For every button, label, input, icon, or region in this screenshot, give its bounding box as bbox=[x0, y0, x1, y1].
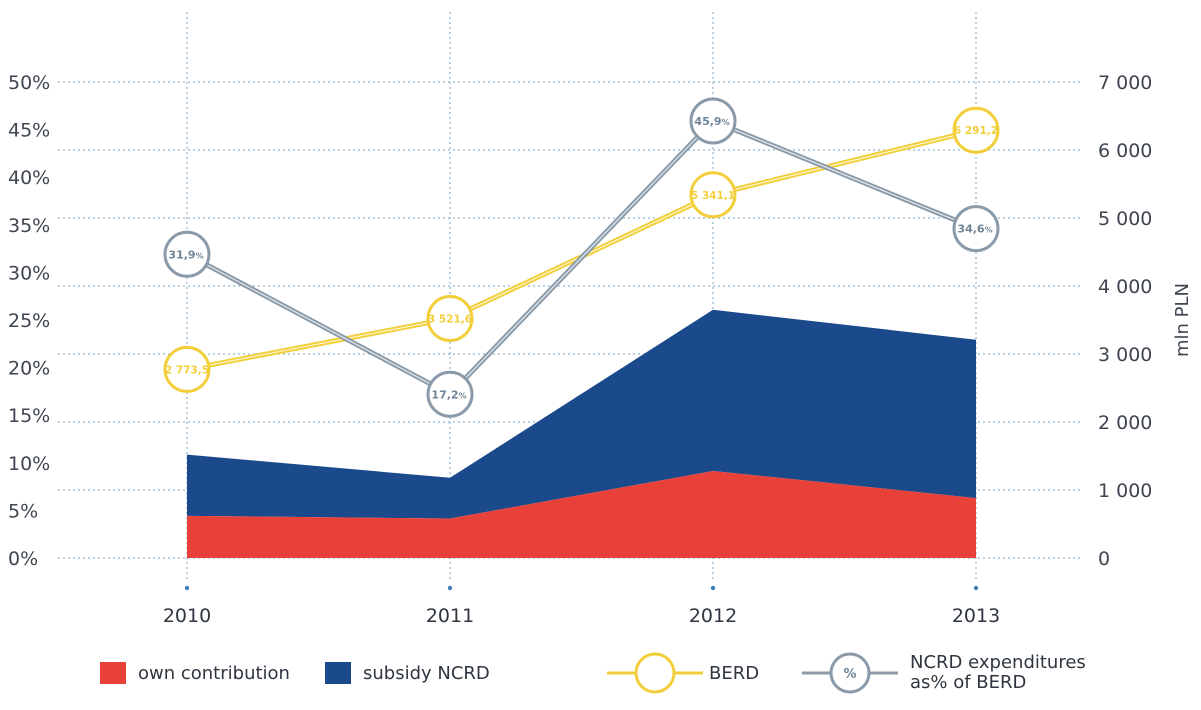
right-axis-tick-label: 1 000 bbox=[1098, 480, 1152, 502]
ncrd-percent-value-label-2013: 34,6% bbox=[957, 223, 992, 236]
legend-percent-symbol: % bbox=[843, 667, 856, 682]
left-axis-tick-label: 5% bbox=[8, 500, 38, 522]
left-axis-tick-label: 30% bbox=[8, 262, 50, 284]
right-axis-tick-label: 5 000 bbox=[1098, 208, 1152, 230]
legend-label-ncrd-line1: NCRD expenditures bbox=[910, 652, 1086, 673]
right-axis-tick-label: 3 000 bbox=[1098, 344, 1152, 366]
berd-value-label-2013: 6 291,2 bbox=[954, 125, 998, 137]
right-axis-title: mln PLN bbox=[1172, 283, 1193, 357]
ncrd-percent-value-label-2011: 17,2% bbox=[431, 388, 466, 401]
berd-marker-2011 bbox=[426, 295, 474, 343]
left-axis-tick-label: 50% bbox=[8, 72, 50, 94]
left-axis-tick-label: 15% bbox=[8, 405, 50, 427]
x-tick-dot-2011 bbox=[447, 585, 453, 591]
x-tick-dot-2010 bbox=[184, 585, 190, 591]
legend-label-ncrd-line2: as% of BERD bbox=[910, 672, 1027, 693]
legend-label-ncrd-percent: NCRD expenditures as% of BERD bbox=[910, 653, 1086, 693]
ncrd-percent-marker-2012 bbox=[689, 97, 737, 145]
ncrd-percent-value-label-2010: 31,9% bbox=[168, 248, 203, 261]
chart-area: 2 773,5 3 521,6 5 341,1 6 291,2 31,9% 17,2% 45… bbox=[8, 12, 1193, 627]
legend-label-own-contribution: own contribution bbox=[138, 662, 290, 684]
berd-marker-2010 bbox=[163, 345, 211, 393]
own-contribution-area bbox=[187, 470, 976, 558]
ncrd-percent-marker-2013 bbox=[952, 205, 1000, 253]
berd-value-label-2012: 5 341,1 bbox=[691, 190, 735, 202]
x-axis-tick-label-2010: 2010 bbox=[163, 605, 211, 627]
right-axis-tick-label: 7 000 bbox=[1098, 72, 1152, 94]
berd-marker-2013 bbox=[952, 106, 1000, 154]
legend-label-berd: BERD bbox=[709, 662, 760, 684]
x-axis-tick-label-2013: 2013 bbox=[952, 605, 1000, 627]
legend-item-own-contribution: own contribution bbox=[100, 662, 290, 684]
x-tick-dot-2012 bbox=[710, 585, 716, 591]
right-axis-tick-label: 2 000 bbox=[1098, 412, 1152, 434]
legend-item-subsidy-ncrd: subsidy NCRD bbox=[325, 662, 490, 684]
legend: own contribution subsidy NCRD BERD % NCR… bbox=[0, 650, 1201, 710]
berd-marker-2012 bbox=[689, 171, 737, 219]
ncrd-percent-value-label-2012: 45,9% bbox=[694, 115, 729, 128]
legend-swatch-subsidy-ncrd bbox=[325, 662, 351, 684]
subsidy-ncrd-area bbox=[187, 309, 976, 519]
legend-label-subsidy-ncrd: subsidy NCRD bbox=[363, 662, 490, 684]
ncrd-percent-marker-2011 bbox=[426, 370, 474, 418]
ncrd-percent-line-inner bbox=[186, 120, 977, 395]
legend-swatch-own-contribution bbox=[100, 662, 126, 684]
legend-item-ncrd-percent: % NCRD expenditures as% of BERD bbox=[800, 650, 1086, 696]
left-axis-tick-label: 40% bbox=[8, 167, 50, 189]
left-axis-tick-label: 45% bbox=[8, 120, 50, 142]
legend-percent-marker-icon: % bbox=[802, 652, 898, 694]
x-tick-dot-2013 bbox=[973, 585, 979, 591]
right-axis-tick-label: 6 000 bbox=[1098, 140, 1152, 162]
berd-value-label-2010: 2 773,5 bbox=[165, 364, 209, 376]
x-axis-tick-label-2012: 2012 bbox=[689, 605, 737, 627]
legend-item-berd: BERD bbox=[605, 650, 759, 696]
left-axis-tick-label: 0% bbox=[8, 548, 38, 570]
right-axis-tick-label: 4 000 bbox=[1098, 276, 1152, 298]
legend-berd-marker-icon bbox=[607, 652, 703, 694]
berd-value-label-2011: 3 521,6 bbox=[428, 314, 472, 326]
left-axis-tick-label: 10% bbox=[8, 453, 50, 475]
left-axis-tick-label: 20% bbox=[8, 358, 50, 380]
ncrd-percent-marker-2010 bbox=[163, 230, 211, 278]
left-axis-tick-label: 25% bbox=[8, 310, 50, 332]
left-axis-tick-label: 35% bbox=[8, 215, 50, 237]
right-axis-tick-label: 0 bbox=[1098, 548, 1110, 570]
x-axis-tick-label-2011: 2011 bbox=[426, 605, 474, 627]
